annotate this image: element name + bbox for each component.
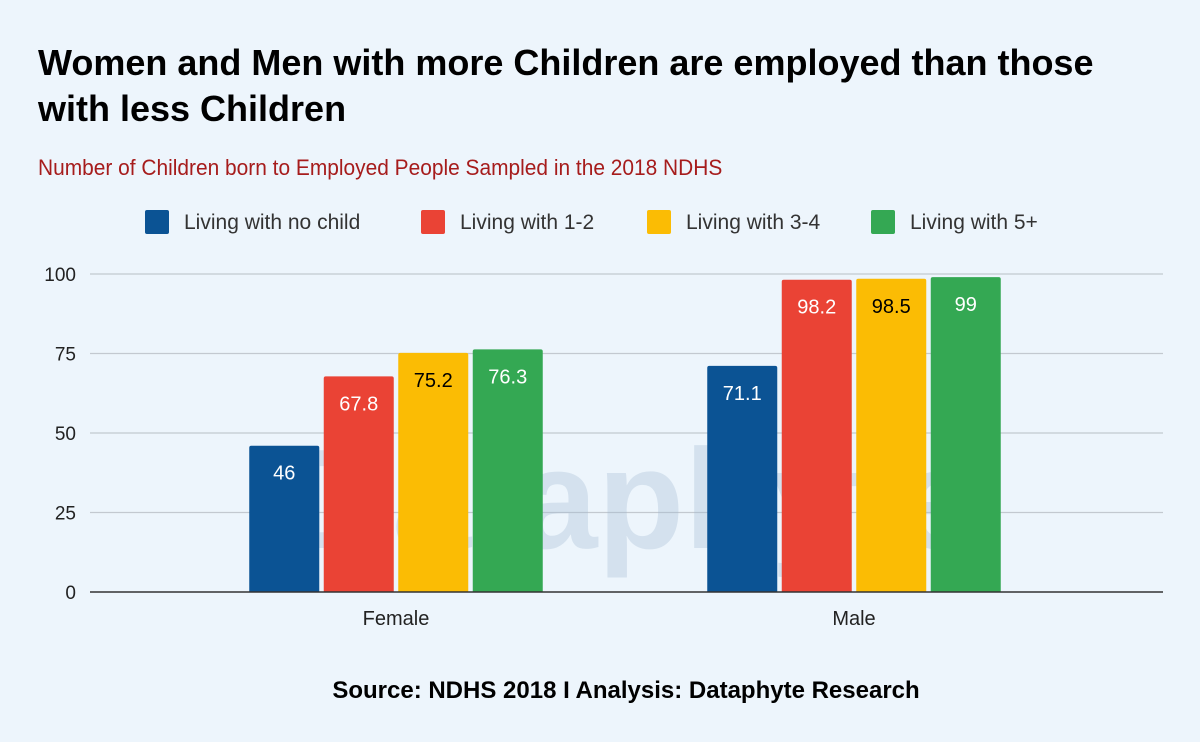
bar-value-label: 98.2 xyxy=(797,297,836,319)
legend-label: Living with 5+ xyxy=(910,211,1038,234)
y-tick-label: 75 xyxy=(55,345,76,366)
bar xyxy=(856,278,927,592)
bar-value-label: 67.8 xyxy=(339,393,378,415)
legend-swatch xyxy=(871,210,895,234)
bar xyxy=(781,279,852,592)
source-note: Source: NDHS 2018 I Analysis: Dataphyte … xyxy=(332,677,920,704)
legend-item: Living with 1-2 xyxy=(421,210,594,234)
legend-label: Living with 3-4 xyxy=(686,211,821,234)
bar-value-label: 75.2 xyxy=(414,370,453,392)
y-axis-ticks: 0 25 50 75 100 xyxy=(44,265,76,604)
x-tick-label: Female xyxy=(363,608,430,630)
legend-item: Living with 3-4 xyxy=(647,210,821,234)
bar xyxy=(930,277,1001,592)
legend-item: Living with 5+ xyxy=(871,210,1038,234)
bars xyxy=(249,277,1001,592)
legend-swatch xyxy=(421,210,445,234)
chart-subtitle: Number of Children born to Employed Peop… xyxy=(38,155,723,180)
bar xyxy=(323,376,394,592)
legend-label: Living with no child xyxy=(184,211,360,234)
x-tick-label: Male xyxy=(832,608,875,630)
bar-value-labels: 46 67.8 75.2 76.3 71.1 98.2 98.5 99 xyxy=(273,294,977,485)
bar xyxy=(707,365,778,592)
y-tick-label: 0 xyxy=(65,583,76,604)
bar-value-label: 71.1 xyxy=(723,383,762,405)
bar xyxy=(472,349,543,592)
bar xyxy=(398,352,469,592)
y-tick-label: 25 xyxy=(55,504,76,525)
x-axis-ticks: Female Male xyxy=(363,608,876,630)
bar xyxy=(249,445,320,592)
legend-label: Living with 1-2 xyxy=(460,211,594,234)
y-tick-label: 100 xyxy=(44,265,76,286)
bar-value-label: 98.5 xyxy=(872,296,911,318)
bar-value-label: 46 xyxy=(273,463,295,485)
bar-value-label: 99 xyxy=(955,294,977,316)
chart-title: Women and Men with more Children are emp… xyxy=(38,42,1094,129)
legend: Living with no child Living with 1-2 Livin… xyxy=(145,210,1038,234)
legend-item: Living with no child xyxy=(145,210,360,234)
bar-value-label: 76.3 xyxy=(488,366,527,388)
y-tick-label: 50 xyxy=(55,424,76,445)
legend-swatch xyxy=(145,210,169,234)
legend-swatch xyxy=(647,210,671,234)
